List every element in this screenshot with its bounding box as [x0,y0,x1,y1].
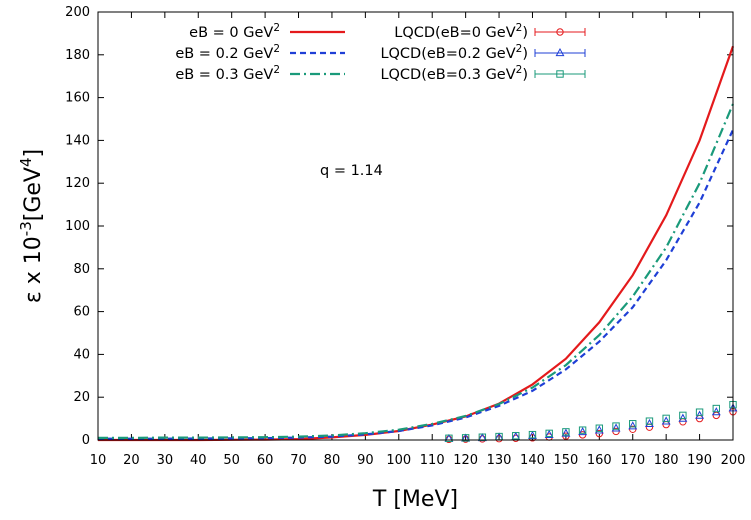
legend-label: LQCD(eB=0 GeV2) [394,22,528,41]
data-point [712,404,720,413]
data-point [662,414,670,423]
x-tick-label: 190 [687,453,712,468]
x-tick-label: 90 [357,453,374,468]
x-tick-label: 10 [90,453,107,468]
data-point [645,418,654,428]
y-tick-label: 200 [65,5,90,20]
legend-label: eB = 0 GeV2 [189,22,280,41]
plot-frame [97,11,734,441]
data-point [528,430,537,439]
series-line [98,129,734,440]
series-1 [98,45,735,442]
x-tick-label: 200 [721,453,746,468]
x-tick-label: 70 [290,453,307,468]
legend-label: eB = 0.3 GeV2 [175,64,280,83]
y-tick-label: 80 [73,262,90,277]
y-axis-title-exp: -3 [17,221,35,236]
data-point [445,434,453,442]
series-3 [98,103,735,439]
series-line [98,45,735,442]
data-point [679,411,687,420]
data-point [544,429,554,438]
y-tick-label: 120 [65,176,90,191]
x-tick-label: 180 [654,453,679,468]
data-point [595,424,604,432]
y-tick-label: 180 [65,48,90,63]
x-tick-label: 170 [620,453,645,468]
legend-label: LQCD(eB=0.2 GeV2) [380,43,528,62]
x-tick-label: 130 [487,453,512,468]
data-point [545,429,553,438]
data-point [612,422,620,430]
x-tick-label: 160 [587,453,612,468]
y-tick-label: 0 [82,433,90,448]
data-point [645,417,654,425]
x-tick-label: 110 [420,453,445,468]
data-point [512,432,520,440]
y-tick-label: 20 [73,390,90,405]
y-axis-title-post: ] [21,149,46,158]
data-point [461,434,470,442]
x-tick-label: 20 [123,453,140,468]
data-point [595,429,604,438]
axis-ticks: 0 20 40 60 80 100 120 140 160 180 200 10 20 30 40 50 60 7… [65,5,745,468]
x-axis-title: T [MeV] [372,487,458,512]
x-tick-label: 40 [190,453,207,468]
legend-swatch-marker [556,28,564,36]
q-annotation: q = 1.14 [320,163,383,179]
x-tick-label: 60 [257,453,274,468]
data-point [678,413,688,422]
y-tick-label: 100 [65,219,90,234]
x-tick-label: 140 [520,453,545,468]
y-axis-title-pre: ε x 10 [21,236,46,303]
legend-label: LQCD(eB=0.3 GeV2) [380,64,528,83]
x-tick-label: 150 [553,453,578,468]
legend-label: eB = 0.2 GeV2 [175,43,280,62]
data-point [594,425,604,434]
y-tick-label: 140 [65,133,90,148]
data-point [578,427,588,436]
data-point [562,428,570,436]
legend-swatch-marker [555,47,565,57]
series-2 [98,129,734,440]
y-tick-label: 40 [73,347,90,362]
data-point [661,416,671,425]
y-tick-label: 60 [73,305,90,320]
legend-swatch-marker [556,70,564,78]
data-point [528,430,537,440]
series-layer [98,45,738,444]
y-axis-title: ε x 10-3[GeV4] [17,149,46,303]
data-point [629,420,637,428]
x-tick-label: 50 [223,453,240,468]
x-tick-label: 30 [157,453,174,468]
data-point [561,428,571,437]
series-line [98,103,735,439]
x-tick-label: 100 [386,453,411,468]
data-point [695,408,704,416]
x-tick-label: 120 [453,453,478,468]
data-point [611,423,621,432]
legend: eB = 0 GeV2 eB = 0.2 GeV2 eB = 0.3 GeV2 LQC… [175,22,586,83]
series-4 [445,408,737,444]
data-point [628,421,638,430]
x-tick-label: 80 [324,453,341,468]
data-point [578,426,587,434]
y-tick-label: 160 [65,91,90,106]
y-axis-title-mid: [GeV [21,167,46,221]
y-axis-title-exp2: 4 [17,157,35,167]
